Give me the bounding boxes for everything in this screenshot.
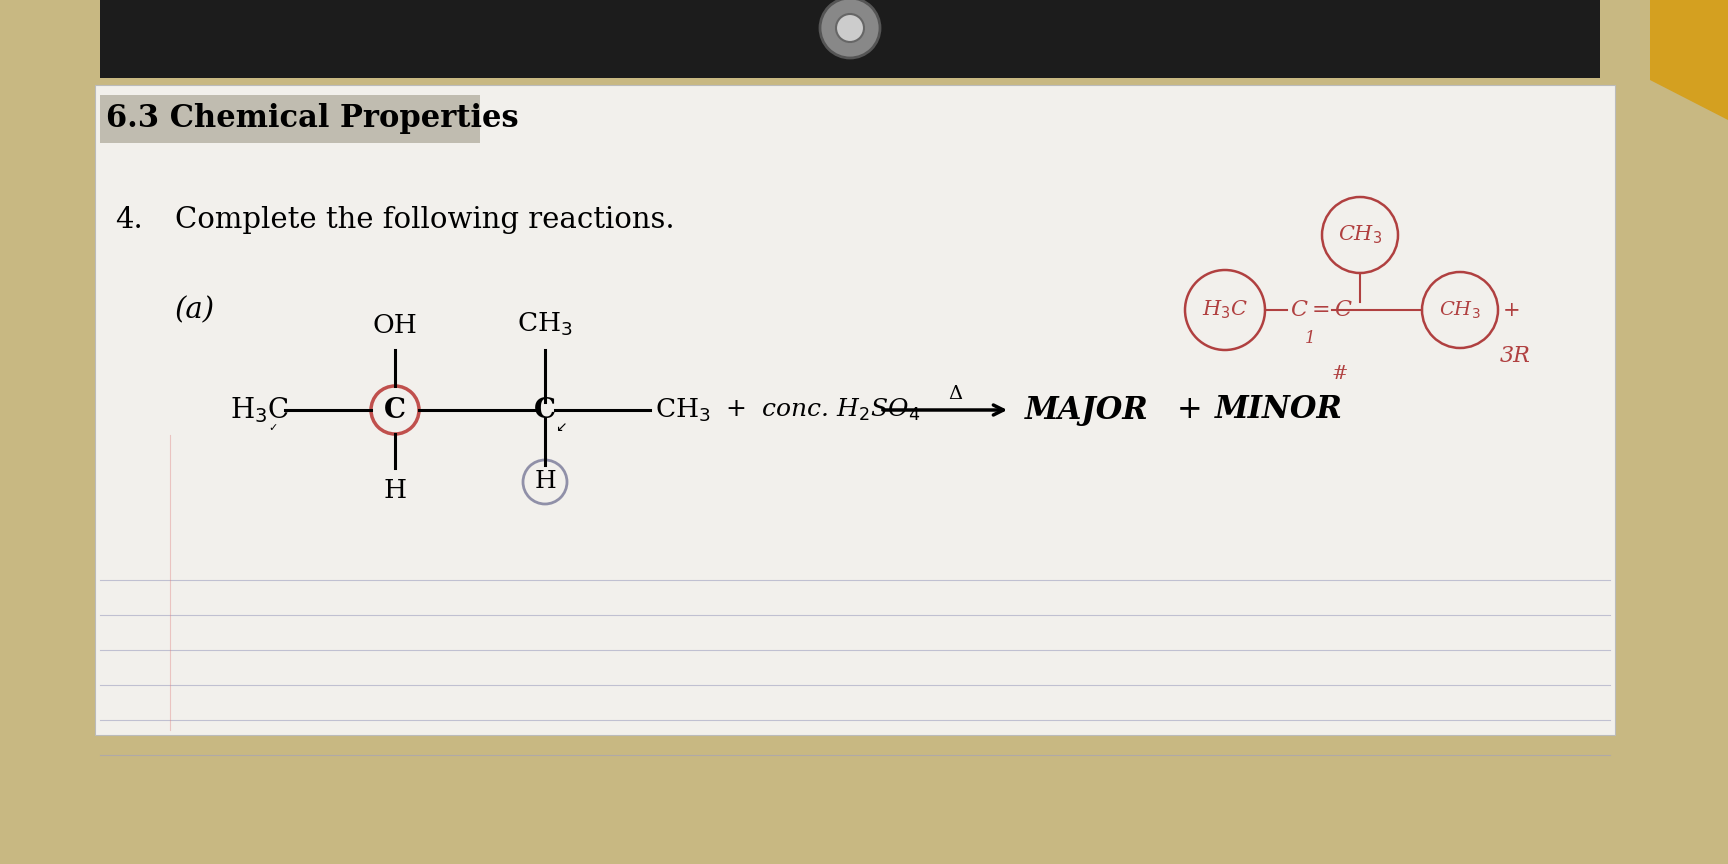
Text: H: H xyxy=(384,478,406,503)
Text: +: + xyxy=(1503,301,1521,320)
Text: Complete the following reactions.: Complete the following reactions. xyxy=(175,206,674,234)
Text: C: C xyxy=(534,397,556,423)
Circle shape xyxy=(821,0,880,58)
Text: MAJOR: MAJOR xyxy=(1025,395,1149,425)
Text: OH: OH xyxy=(373,313,418,338)
Text: H$_3$C: H$_3$C xyxy=(230,395,289,425)
Text: $\swarrow$: $\swarrow$ xyxy=(553,420,567,434)
Text: $+$  conc. H$_2$SO$_4$: $+$ conc. H$_2$SO$_4$ xyxy=(726,397,921,423)
Polygon shape xyxy=(1650,0,1728,120)
Text: (a): (a) xyxy=(175,296,214,324)
Text: MINOR: MINOR xyxy=(1215,395,1343,425)
FancyBboxPatch shape xyxy=(95,85,1616,735)
Text: Δ: Δ xyxy=(949,385,962,403)
Bar xyxy=(100,95,480,143)
Text: H: H xyxy=(534,471,556,493)
Text: +: + xyxy=(1177,395,1203,425)
Text: H$_3$C: H$_3$C xyxy=(1203,299,1248,321)
Text: $\checkmark$: $\checkmark$ xyxy=(268,422,278,432)
Text: CH$_3$: CH$_3$ xyxy=(655,397,710,423)
Text: CH$_3$: CH$_3$ xyxy=(1439,299,1481,321)
Text: C$=$C: C$=$C xyxy=(1291,299,1353,321)
Text: 4.: 4. xyxy=(116,206,143,234)
Text: 3R: 3R xyxy=(1500,345,1531,367)
Text: CH$_3$: CH$_3$ xyxy=(517,310,574,338)
Text: C: C xyxy=(384,397,406,423)
Text: 6.3 Chemical Properties: 6.3 Chemical Properties xyxy=(105,104,518,135)
Text: CH$_3$: CH$_3$ xyxy=(1337,224,1382,246)
Text: #: # xyxy=(1332,365,1348,383)
Text: 1: 1 xyxy=(1305,330,1315,347)
Circle shape xyxy=(836,14,864,42)
Bar xyxy=(100,0,1600,78)
